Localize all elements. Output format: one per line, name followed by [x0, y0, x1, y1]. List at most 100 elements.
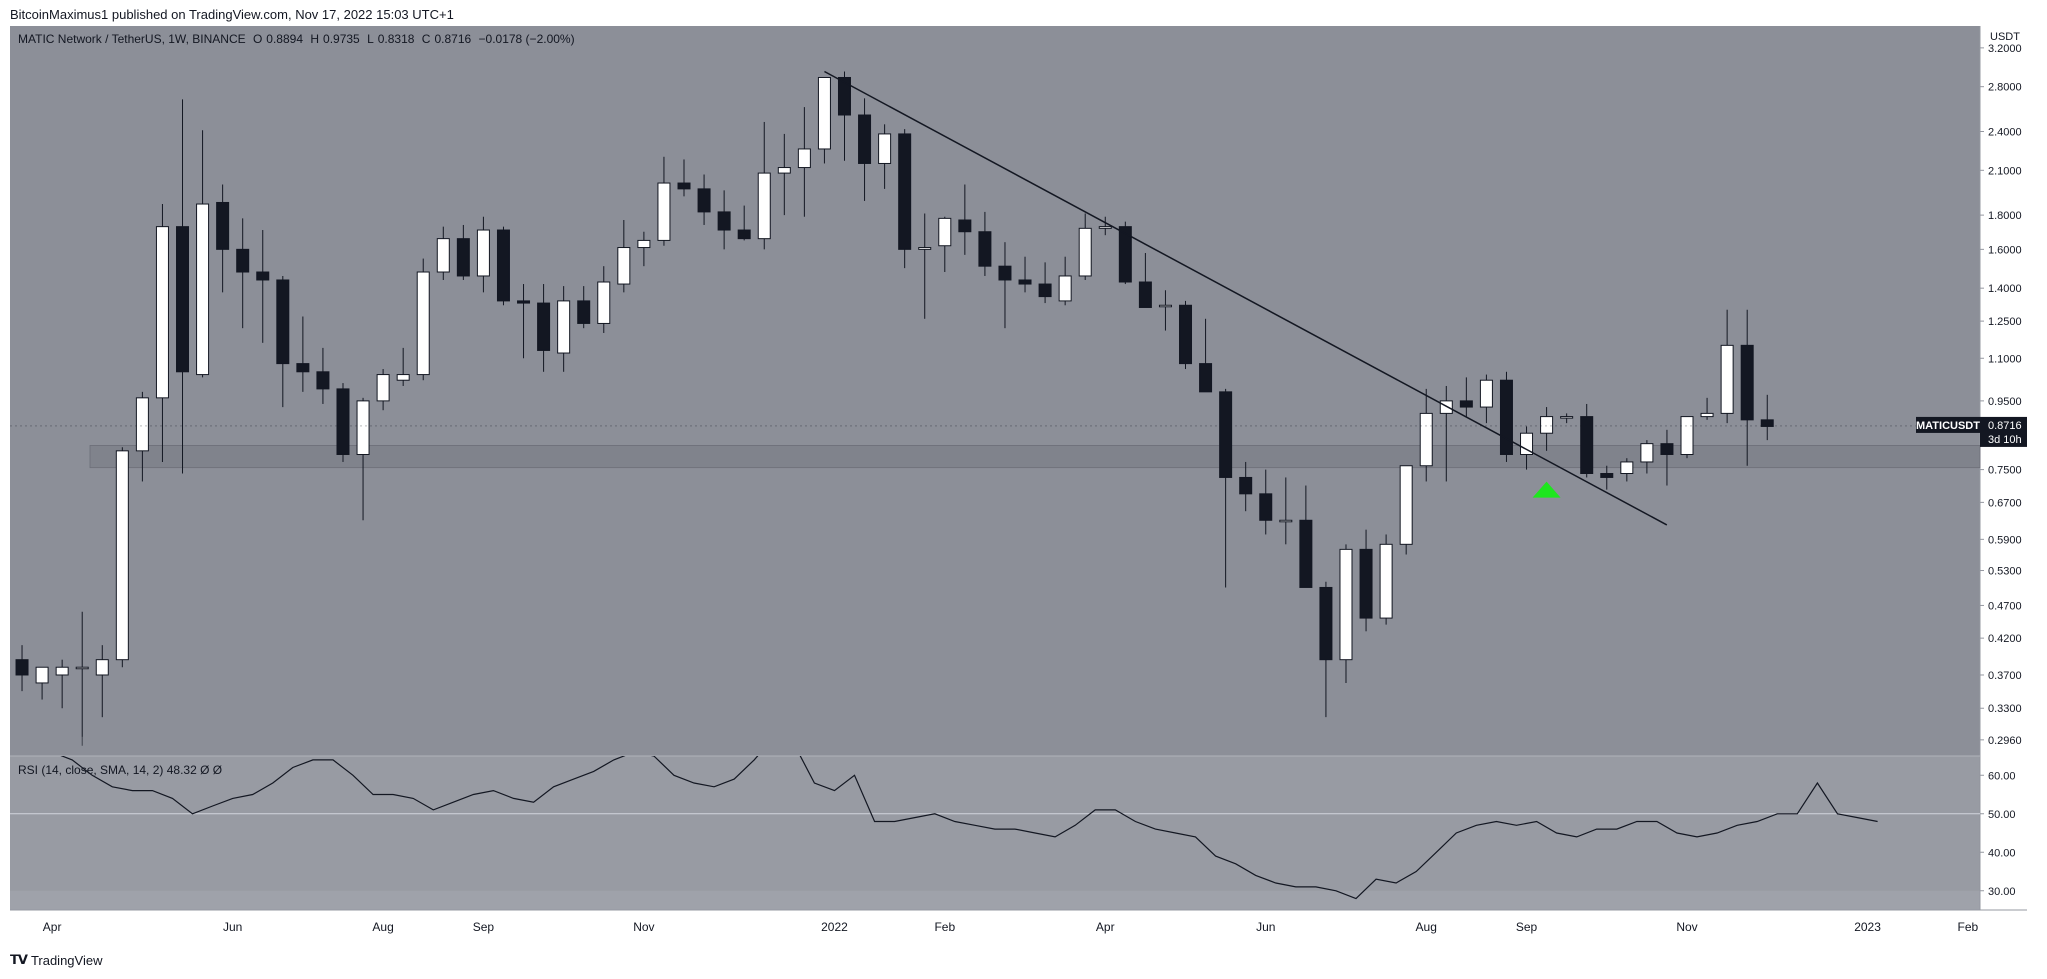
candle-body-down: [537, 302, 551, 351]
candle: [1640, 440, 1654, 474]
candle-body-up: [416, 271, 430, 376]
candle: [1199, 318, 1213, 393]
candle: [717, 190, 731, 250]
candle-body-down: [1459, 400, 1473, 408]
candle: [797, 107, 811, 217]
candle: [55, 659, 69, 709]
rsi-extra: Ø Ø: [200, 763, 223, 777]
candle-body-down: [978, 231, 992, 267]
candle-body-up: [436, 238, 450, 273]
candle-body-up: [396, 374, 410, 381]
candle: [1138, 253, 1152, 308]
chart-frame[interactable]: USDT 3.2000 2.8000 2.4000 2.1000 1.8000 1.6000…: [10, 26, 2027, 942]
candle: [316, 347, 330, 404]
price-tick-label: 2.8000: [1988, 82, 2022, 94]
time-axis-label: Jun: [1256, 920, 1275, 934]
candle: [1098, 216, 1112, 236]
last-price-bg: [1980, 416, 2027, 447]
candle: [35, 666, 49, 700]
candle: [1620, 458, 1634, 482]
candle: [737, 205, 751, 241]
footer: 𝗧𝗩 TradingView: [10, 952, 102, 968]
candle-body-up: [196, 203, 210, 376]
candle-body-up: [1379, 543, 1393, 619]
price-tick-label: 0.2960: [1988, 735, 2022, 747]
candle: [1179, 300, 1193, 370]
price-tick-label: 0.5900: [1988, 534, 2022, 546]
candle-body-down: [1740, 344, 1754, 421]
footer-brand[interactable]: TradingView: [30, 952, 103, 968]
legend-close: 0.8716: [434, 32, 472, 46]
rsi-pane: [10, 756, 1980, 910]
candle-body-up: [797, 148, 811, 169]
price-tick-label: 1.2500: [1988, 316, 2022, 328]
descending-trendline: [824, 70, 1668, 526]
candle: [135, 391, 149, 482]
candle-body-down: [1299, 519, 1313, 588]
candle-body-up: [637, 239, 651, 249]
candle: [216, 184, 230, 293]
tradingview-logo-icon[interactable]: 𝗧𝗩: [10, 952, 28, 967]
candle: [276, 275, 290, 408]
support-zone: [89, 445, 1981, 469]
candle-body-down: [1239, 476, 1253, 495]
rsi-tick-label: 50.00: [1988, 809, 2016, 821]
candle: [356, 397, 370, 521]
legend-low: 0.8318: [377, 32, 415, 46]
candle: [837, 71, 851, 161]
candle-body-down: [837, 76, 851, 116]
candle-body-up: [55, 666, 69, 676]
candle-body-up: [1058, 275, 1072, 302]
price-tick-label: 1.1000: [1988, 353, 2022, 365]
candle-body-down: [1138, 281, 1152, 308]
candle-body-down: [577, 300, 591, 324]
time-axis-label: Nov: [1676, 920, 1697, 934]
candle: [1399, 465, 1413, 555]
candle-body-down: [677, 182, 691, 190]
candle: [557, 286, 571, 372]
candle: [978, 211, 992, 276]
candle-body-up: [1339, 548, 1353, 661]
time-axis-label: Aug: [1416, 920, 1437, 934]
candle: [15, 645, 29, 692]
candle: [1540, 407, 1554, 451]
rsi-title[interactable]: RSI (14, close, SMA, 14, 2): [18, 763, 164, 777]
candle-body-down: [1179, 304, 1193, 365]
candle-body-up: [1540, 416, 1554, 434]
rsi-tick-label: 60.00: [1988, 770, 2016, 782]
candle: [697, 174, 711, 225]
candle-body-down: [1259, 493, 1273, 521]
legend-close-label: C: [421, 32, 431, 46]
candle: [577, 286, 591, 329]
last-price-value: 0.8716: [1988, 420, 2022, 432]
candle: [75, 611, 89, 746]
candle: [1379, 534, 1393, 625]
candle-body-down: [858, 114, 872, 164]
candle-body-up: [1419, 412, 1433, 467]
price-tick-label: 1.4000: [1988, 283, 2022, 295]
time-axis-label: Feb: [1958, 920, 1979, 934]
candle-body-up: [1640, 443, 1654, 463]
candle: [1239, 461, 1253, 512]
candle-body-down: [1118, 226, 1132, 283]
candle-body-down: [176, 226, 190, 373]
legend-low-label: L: [367, 32, 374, 46]
price-tick-label: 0.9500: [1988, 396, 2022, 408]
candle-body-up: [918, 247, 932, 250]
candle: [918, 213, 932, 319]
rsi-value: 48.32: [166, 763, 197, 777]
time-axis-label: Aug: [372, 920, 393, 934]
candle: [1660, 429, 1674, 486]
candle: [1279, 477, 1293, 545]
candle: [296, 316, 310, 392]
symbol-title[interactable]: MATIC Network / TetherUS, 1W, BINANCE: [18, 32, 246, 46]
price-axis-bg: [1980, 26, 2027, 942]
candle-body-down: [717, 211, 731, 231]
candle: [396, 347, 410, 386]
candle: [1720, 309, 1734, 424]
candle-body-up: [1700, 412, 1714, 418]
candle: [637, 231, 651, 267]
candle-body-down: [276, 279, 290, 365]
candle: [196, 130, 210, 378]
